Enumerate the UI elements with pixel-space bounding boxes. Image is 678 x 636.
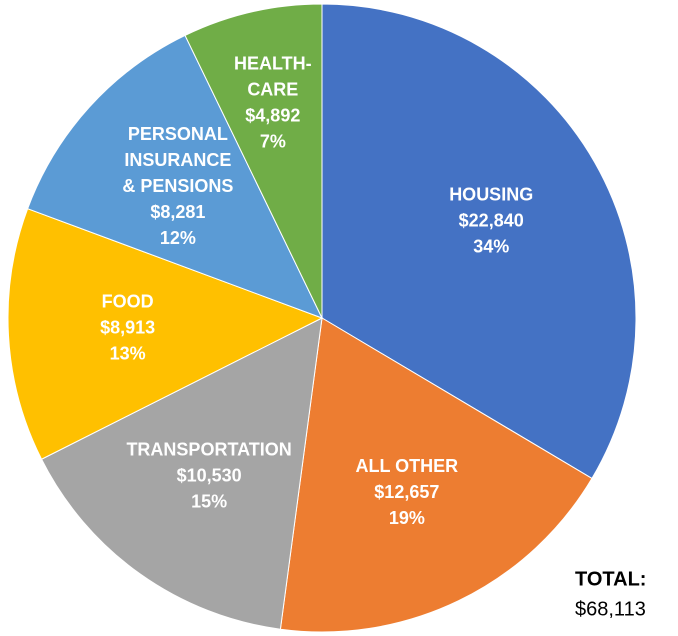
slice-label: TRANSPORTATION $10,530 15% <box>126 439 291 511</box>
value-label: $12,657 <box>374 482 439 502</box>
slice-label: FOOD $8,913 13% <box>100 292 155 364</box>
percent-label: 7% <box>260 132 286 152</box>
percent-label: 13% <box>110 344 146 364</box>
category-label: & PENSIONS <box>122 176 233 196</box>
percent-label: 34% <box>473 236 509 256</box>
category-label: INSURANCE <box>124 150 231 170</box>
value-label: $8,913 <box>100 318 155 338</box>
slice-label: HOUSING $22,840 34% <box>449 184 533 256</box>
pie-slice <box>40 317 323 630</box>
category-label: FOOD <box>102 292 154 312</box>
value-label: $4,892 <box>245 106 300 126</box>
category-label: CARE <box>247 80 298 100</box>
value-label: $22,840 <box>459 210 524 230</box>
category-label: HOUSING <box>449 184 533 204</box>
category-label: ALL OTHER <box>356 456 459 476</box>
pie-slice <box>7 208 324 460</box>
percent-label: 15% <box>191 491 227 511</box>
category-label: PERSONAL <box>128 124 228 144</box>
slice-label: PERSONAL INSURANCE & PENSIONS $8,281 12% <box>122 124 233 248</box>
percent-label: 12% <box>160 228 196 248</box>
value-label: $10,530 <box>177 465 242 485</box>
value-label: $8,281 <box>150 202 205 222</box>
slice-label: ALL OTHER $12,657 19% <box>356 456 459 528</box>
total-value: $68,113 <box>575 598 646 620</box>
pie-slice <box>27 34 323 319</box>
slice-label: HEALTH- CARE $4,892 7% <box>234 54 312 152</box>
category-label: TRANSPORTATION <box>126 439 291 459</box>
pie-slice <box>184 3 323 319</box>
total-title: TOTAL: <box>575 568 646 590</box>
pie-slice <box>321 3 637 480</box>
percent-label: 19% <box>389 508 425 528</box>
category-label: HEALTH- <box>234 54 312 74</box>
pie-slice <box>279 317 593 633</box>
